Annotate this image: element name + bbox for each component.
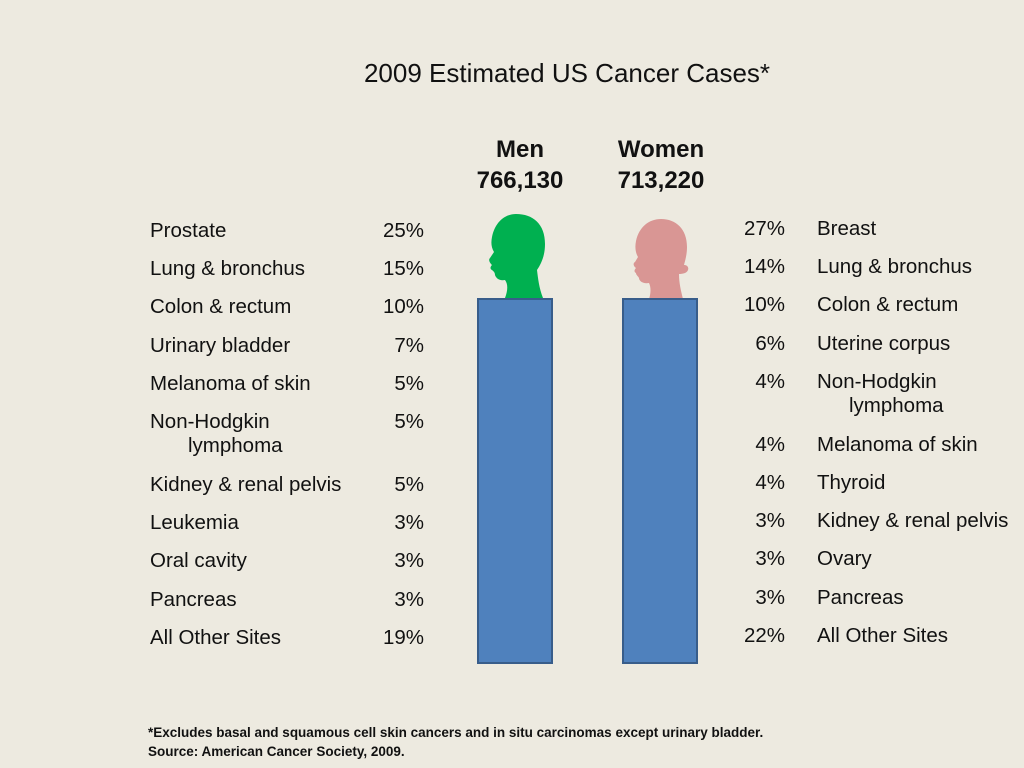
women-bar (622, 298, 698, 664)
men-bar (477, 298, 553, 664)
women-site-breast: Breast (817, 217, 877, 240)
women-site-nhl-line2: lymphoma (849, 394, 944, 417)
women-site-nhl: Non-Hodgkin lymphoma (817, 370, 944, 418)
women-site-nhl-line1: Non-Hodgkin (817, 370, 937, 393)
men-site-melanoma: Melanoma of skin (150, 372, 311, 395)
men-pct-melanoma: 5% (394, 372, 424, 395)
men-site-nhl-line2: lymphoma (188, 434, 283, 457)
women-site-colon: Colon & rectum (817, 293, 959, 316)
women-pct-ovary: 3% (755, 547, 785, 570)
women-pct-uterine: 6% (755, 332, 785, 355)
men-pct-prostate: 25% (382, 219, 424, 242)
women-site-thyroid: Thyroid (817, 471, 886, 494)
men-site-nhl-line1: Non-Hodgkin (150, 410, 270, 433)
men-pct-nhl: 5% (394, 410, 424, 433)
women-head-icon (633, 219, 689, 299)
women-pct-kidney: 3% (755, 509, 785, 532)
men-site-other: All Other Sites (150, 626, 282, 649)
women-pct-melanoma: 4% (755, 433, 785, 456)
men-site-nhl: Non-Hodgkin lymphoma (150, 410, 283, 458)
men-pct-bladder: 7% (394, 334, 424, 357)
footnote-exclusions: *Excludes basal and squamous cell skin c… (148, 725, 764, 740)
men-head-icon (489, 214, 545, 298)
women-total: 713,220 (617, 167, 705, 194)
women-label: Women (617, 136, 705, 163)
men-label: Men (496, 136, 544, 163)
men-site-leukemia: Leukemia (150, 511, 239, 534)
men-pct-kidney: 5% (394, 473, 424, 496)
men-total: 766,130 (476, 167, 564, 194)
women-site-kidney: Kidney & renal pelvis (817, 509, 1009, 532)
women-pct-breast: 27% (743, 217, 785, 240)
women-pct-pancreas: 3% (755, 586, 785, 609)
men-pct-colon: 10% (382, 295, 424, 318)
women-pct-nhl: 4% (755, 370, 785, 393)
women-site-melanoma: Melanoma of skin (817, 433, 978, 456)
women-pct-colon: 10% (743, 293, 785, 316)
men-site-oral: Oral cavity (150, 549, 247, 572)
women-site-uterine: Uterine corpus (817, 332, 951, 355)
women-pct-other: 22% (743, 624, 785, 647)
women-site-pancreas: Pancreas (817, 586, 904, 609)
men-pct-lung: 15% (382, 257, 424, 280)
men-pct-oral: 3% (394, 549, 424, 572)
men-header: Men 766,130 (450, 134, 590, 196)
women-pct-thyroid: 4% (755, 471, 785, 494)
men-pct-pancreas: 3% (394, 588, 424, 611)
slide-title: 2009 Estimated US Cancer Cases* (363, 58, 771, 88)
women-site-ovary: Ovary (817, 547, 872, 570)
footnote: *Excludes basal and squamous cell skin c… (148, 723, 763, 761)
men-site-pancreas: Pancreas (150, 588, 237, 611)
men-site-colon: Colon & rectum (150, 295, 292, 318)
men-site-kidney: Kidney & renal pelvis (150, 473, 342, 496)
men-pct-leukemia: 3% (394, 511, 424, 534)
women-header: Women 713,220 (591, 134, 731, 196)
men-pct-other: 19% (382, 626, 424, 649)
women-site-other: All Other Sites (817, 624, 949, 647)
women-site-lung: Lung & bronchus (817, 255, 973, 278)
women-pct-lung: 14% (743, 255, 785, 278)
men-site-bladder: Urinary bladder (150, 334, 291, 357)
men-site-lung: Lung & bronchus (150, 257, 306, 280)
men-site-prostate: Prostate (150, 219, 227, 242)
footnote-source: Source: American Cancer Society, 2009. (148, 744, 405, 759)
